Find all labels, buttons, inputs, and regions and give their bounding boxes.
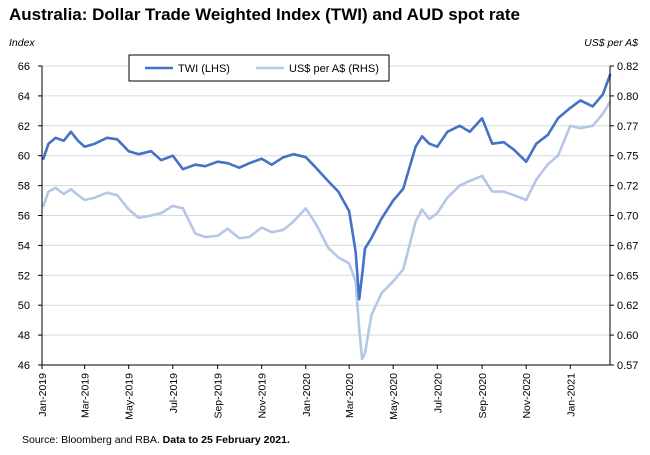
series-layer xyxy=(42,73,612,361)
x-tick-label: Mar-2019 xyxy=(80,373,92,418)
x-tick-label: Jan-2019 xyxy=(37,373,49,417)
axes: 46 48 50 52 54 56 58 60 62 64 66 0.57 0.60 0.62 0.65 0.… xyxy=(18,61,639,420)
source-note: Source: Bloomberg and RBA. Data to 25 Fe… xyxy=(22,434,290,446)
left-tick-label: 52 xyxy=(18,270,30,282)
legend: TWI (LHS) US$ per A$ (RHS) xyxy=(128,54,390,82)
x-tick-label: Mar-2020 xyxy=(344,373,356,418)
x-tick-label: Nov-2019 xyxy=(257,373,269,419)
right-tick-label: 0.65 xyxy=(617,270,638,282)
chart-title: Australia: Dollar Trade Weighted Index (… xyxy=(9,5,521,24)
right-tick-label: 0.57 xyxy=(617,360,638,372)
x-tick-label: Sep-2020 xyxy=(477,373,489,419)
x-tick-label: Sep-2019 xyxy=(213,373,225,419)
gridlines xyxy=(42,65,610,336)
right-axis-unit: US$ per A$ xyxy=(584,37,638,49)
left-tick-label: 66 xyxy=(18,61,30,73)
left-tick-label: 60 xyxy=(18,151,30,163)
x-tick-label: May-2019 xyxy=(124,373,136,420)
left-tick-label: 54 xyxy=(18,240,30,252)
data-date-note: Data to 25 February 2021. xyxy=(162,434,290,446)
twi-line xyxy=(42,73,612,301)
x-tick-label: May-2020 xyxy=(388,373,400,420)
right-tick-label: 0.70 xyxy=(617,211,638,223)
right-tick-label: 0.60 xyxy=(617,330,638,342)
legend-twi-label: TWI (LHS) xyxy=(178,63,230,75)
right-tick-label: 0.80 xyxy=(617,91,638,103)
left-tick-label: 48 xyxy=(18,330,30,342)
x-tick-label: Jan-2021 xyxy=(565,373,577,417)
source-text: Source: Bloomberg and RBA. xyxy=(22,434,160,446)
right-tick-label: 0.72 xyxy=(617,181,638,193)
x-tick-label: Nov-2020 xyxy=(521,373,533,419)
right-tick-label: 0.82 xyxy=(617,61,638,73)
x-tick-label: Jul-2019 xyxy=(168,373,180,413)
left-tick-label: 50 xyxy=(18,300,30,312)
left-tick-label: 64 xyxy=(18,91,30,103)
left-axis-unit: Index xyxy=(9,37,35,49)
aud-line xyxy=(42,100,612,361)
right-tick-label: 0.75 xyxy=(617,151,638,163)
left-tick-label: 56 xyxy=(18,211,30,223)
left-tick-label: 46 xyxy=(18,360,30,372)
left-tick-label: 58 xyxy=(18,181,30,193)
right-tick-label: 0.77 xyxy=(617,121,638,133)
legend-aud-label: US$ per A$ (RHS) xyxy=(289,63,379,75)
right-tick-label: 0.62 xyxy=(617,300,638,312)
right-tick-label: 0.67 xyxy=(617,240,638,252)
x-tick-label: Jan-2020 xyxy=(301,373,313,417)
x-tick-label: Jul-2020 xyxy=(432,373,444,413)
left-tick-label: 62 xyxy=(18,121,30,133)
